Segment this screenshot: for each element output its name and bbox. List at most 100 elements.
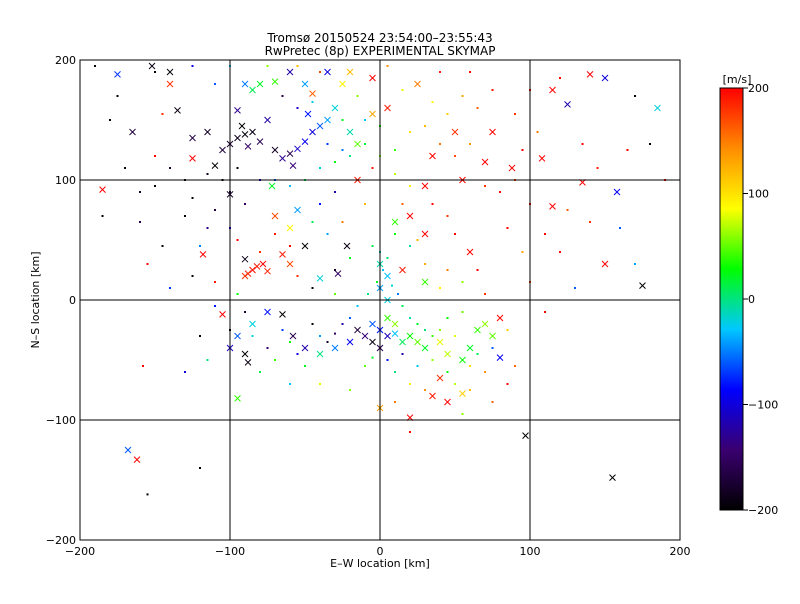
- scatter-point-cross: [124, 446, 132, 454]
- scatter-point-dot: [341, 323, 344, 325]
- scatter-point-dot: [154, 185, 156, 187]
- scatter-point-dot: [139, 191, 141, 193]
- scatter-point-dot: [334, 332, 336, 335]
- scatter-point-cross: [466, 248, 474, 256]
- scatter-point-cross: [316, 350, 324, 358]
- colorbar-tick-label: 100: [748, 188, 769, 201]
- scatter-point-dot: [289, 383, 291, 385]
- scatter-point-cross: [219, 311, 226, 318]
- scatter-point-cross: [249, 266, 256, 274]
- scatter-point-dot: [296, 65, 299, 67]
- scatter-point-dot: [101, 215, 104, 217]
- scatter-point-cross: [346, 68, 354, 76]
- scatter-point-dot: [401, 305, 404, 307]
- scatter-point-dot: [409, 317, 411, 319]
- scatter-point-dot: [199, 245, 201, 247]
- scatter-point-cross: [549, 203, 556, 210]
- scatter-point-dot: [311, 101, 314, 103]
- scatter-point-cross: [369, 320, 376, 328]
- scatter-point-dot: [142, 365, 144, 367]
- scatter-point-cross: [316, 122, 324, 130]
- scatter-point-dot: [401, 353, 404, 355]
- scatter-point-cross: [268, 182, 276, 190]
- scatter-point-dot: [281, 95, 284, 97]
- scatter-point-dot: [409, 131, 411, 133]
- scatter-point-dot: [206, 227, 209, 229]
- scatter-point-dot: [416, 323, 419, 325]
- scatter-point-cross: [421, 344, 429, 352]
- scatter-point-cross: [346, 128, 354, 136]
- scatter-point-dot: [184, 215, 186, 217]
- chart-subtitle: RwPretec (8p) EXPERIMENTAL SKYMAP: [265, 44, 496, 58]
- scatter-point-dot: [409, 383, 411, 385]
- scatter-point-cross: [481, 320, 489, 328]
- colorbar: [719, 87, 744, 511]
- scatter-point-dot: [596, 167, 599, 169]
- scatter-point-dot: [446, 269, 449, 271]
- scatter-point-dot: [296, 353, 299, 355]
- scatter-point-cross: [244, 359, 252, 366]
- scatter-point-cross: [241, 80, 249, 88]
- scatter-point-cross: [474, 326, 481, 334]
- scatter-point-dot: [499, 191, 501, 193]
- scatter-point-dot: [506, 329, 509, 331]
- scatter-point-cross: [549, 86, 556, 94]
- scatter-point-cross: [309, 128, 316, 136]
- colorbar-tick-label: −200: [748, 504, 778, 517]
- chart-title: Tromsø 20150524 23:54:00–23:55:43: [266, 31, 492, 45]
- scatter-point-dot: [161, 245, 164, 247]
- scatter-point-cross: [241, 131, 249, 138]
- scatter-point-dot: [326, 341, 329, 343]
- scatter-point-cross: [481, 158, 489, 166]
- scatter-point-dot: [409, 431, 411, 433]
- scatter-point-dot: [281, 329, 284, 331]
- scatter-point-dot: [469, 71, 471, 73]
- scatter-point-dot: [559, 77, 561, 79]
- scatter-point-cross: [166, 80, 174, 88]
- scatter-point-cross: [331, 104, 339, 112]
- scatter-point-dot: [431, 335, 434, 337]
- scatter-point-cross: [234, 107, 241, 114]
- scatter-point-cross: [294, 206, 301, 214]
- scatter-point-cross: [234, 332, 241, 340]
- scatter-point-dot: [574, 287, 576, 289]
- scatter-point-dot: [391, 284, 393, 287]
- scatter-point-dot: [626, 149, 629, 151]
- scatter-point-cross: [271, 212, 279, 220]
- scatter-point-cross: [324, 116, 331, 124]
- scatter-point-cross: [304, 110, 312, 118]
- scatter-point-dot: [397, 293, 399, 295]
- scatter-point-cross: [586, 71, 594, 78]
- scatter-point-dot: [154, 155, 156, 157]
- scatter-point-cross: [301, 80, 309, 88]
- scatter-point-dot: [401, 203, 404, 205]
- y-tick-label: 100: [55, 174, 76, 187]
- scatter-point-cross: [241, 255, 249, 263]
- scatter-point-cross: [286, 260, 294, 268]
- scatter-point-cross: [234, 134, 241, 142]
- scatter-point-cross: [286, 150, 294, 157]
- scatter-point-dot: [454, 155, 456, 157]
- scatter-point-cross: [414, 80, 421, 88]
- scatter-point-dot: [356, 305, 359, 307]
- scatter-point-dot: [289, 185, 291, 187]
- scatter-point-cross: [316, 275, 324, 282]
- scatter-point-dot: [431, 101, 434, 103]
- scatter-point-cross: [334, 270, 342, 277]
- scatter-point-dot: [409, 185, 411, 187]
- scatter-point-dot: [311, 323, 314, 325]
- scatter-point-cross: [538, 155, 546, 162]
- scatter-point-cross: [249, 86, 256, 94]
- scatter-point-dot: [394, 173, 396, 175]
- scatter-point-dot: [214, 281, 216, 283]
- scatter-point-dot: [409, 245, 411, 247]
- scatter-point-dot: [334, 161, 336, 163]
- scatter-point-cross: [271, 146, 279, 154]
- scatter-point-cross: [444, 398, 451, 406]
- scatter-point-dot: [446, 215, 449, 217]
- scatter-point-dot: [146, 263, 149, 265]
- scatter-point-cross: [133, 456, 141, 463]
- y-tick-label: 200: [55, 54, 76, 67]
- scatter-point-dot: [259, 251, 261, 253]
